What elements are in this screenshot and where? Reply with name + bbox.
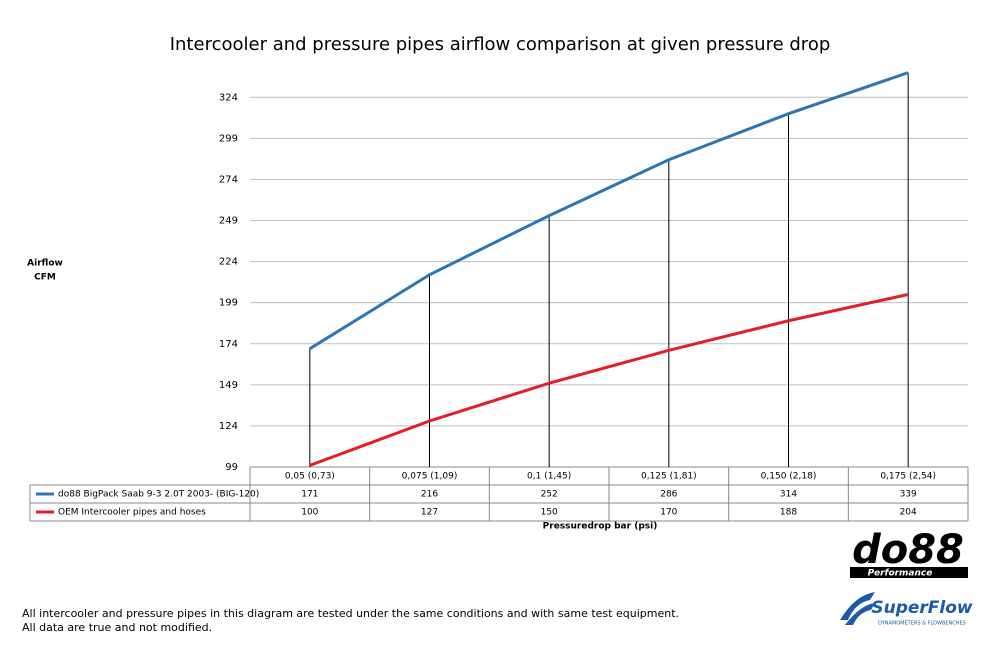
chart-title: Intercooler and pressure pipes airflow c… bbox=[170, 34, 831, 55]
x-tick-label: 0,075 (1,09) bbox=[402, 472, 458, 482]
footnote: All intercooler and pressure pipes in th… bbox=[22, 607, 679, 620]
series-line bbox=[309, 71, 909, 350]
x-tick-label: 0,175 (2,54) bbox=[880, 472, 936, 482]
series-line bbox=[309, 293, 909, 467]
logo-icon bbox=[840, 592, 875, 625]
table-value: 171 bbox=[301, 490, 318, 500]
y-tick-label: 199 bbox=[219, 298, 238, 309]
y-tick-label: 224 bbox=[219, 257, 238, 268]
y-tick-label: 174 bbox=[219, 339, 238, 350]
x-tick-label: 0,150 (2,18) bbox=[761, 472, 817, 482]
x-tick-label: 0,05 (0,73) bbox=[285, 472, 335, 482]
x-tick-label: 0,1 (1,45) bbox=[527, 472, 571, 482]
y-tick-label: 124 bbox=[219, 421, 238, 432]
logo-text: do88 bbox=[852, 527, 964, 573]
y-axis-label: Airflow bbox=[27, 259, 63, 269]
table-value: 252 bbox=[541, 490, 558, 500]
legend-label: do88 BigPack Saab 9-3 2.0T 2003- (BIG-12… bbox=[58, 490, 259, 500]
table-value: 100 bbox=[301, 508, 318, 518]
logo-sub: Performance bbox=[868, 569, 933, 579]
logo-bar bbox=[850, 567, 968, 578]
logo-sub: DYNAMOMETERS & FLOWBENCHES bbox=[878, 621, 966, 627]
footnote: All data are true and not modified. bbox=[22, 621, 212, 634]
y-tick-label: 249 bbox=[219, 216, 238, 227]
y-tick-label: 99 bbox=[225, 462, 238, 473]
y-tick-label: 274 bbox=[219, 174, 238, 185]
table-value: 204 bbox=[900, 508, 917, 518]
table-value: 188 bbox=[780, 508, 797, 518]
y-axis-label: CFM bbox=[34, 273, 56, 283]
do88-logo: do88 Performance bbox=[850, 527, 968, 579]
table-value: 314 bbox=[780, 490, 797, 500]
table-value: 150 bbox=[541, 508, 558, 518]
table-value: 286 bbox=[660, 490, 677, 500]
table-value: 216 bbox=[421, 490, 438, 500]
legend-label: OEM Intercooler pipes and hoses bbox=[58, 508, 206, 518]
table-value: 170 bbox=[660, 508, 677, 518]
table-value: 127 bbox=[421, 508, 438, 518]
logo-text: SuperFlow bbox=[871, 598, 973, 618]
x-axis-label: Pressuredrop bar (psi) bbox=[543, 522, 658, 532]
table-value: 339 bbox=[900, 490, 917, 500]
y-tick-label: 149 bbox=[219, 380, 238, 391]
superflow-logo: SuperFlow DYNAMOMETERS & FLOWBENCHES bbox=[840, 592, 973, 627]
y-tick-label: 324 bbox=[219, 92, 238, 103]
x-tick-label: 0,125 (1,81) bbox=[641, 472, 697, 482]
y-tick-label: 299 bbox=[219, 133, 238, 144]
